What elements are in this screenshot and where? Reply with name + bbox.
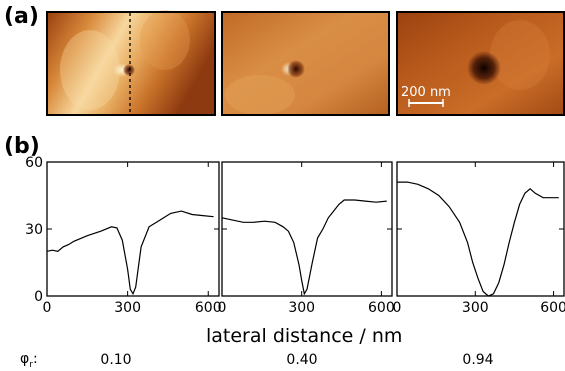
profile-plot-3: 0 300 600 xyxy=(393,161,565,316)
profile-plot-2: 0 300 600 xyxy=(218,161,395,316)
scale-bar xyxy=(408,99,444,107)
x-tick-label: 0 xyxy=(393,300,402,316)
x-axis-label: lateral distance / nm xyxy=(206,325,403,347)
y-tick-label: 30 xyxy=(25,222,43,238)
phi-value-3: 0.94 xyxy=(462,352,494,368)
afm-image-3 xyxy=(396,11,565,116)
x-tick-label: 600 xyxy=(540,300,565,316)
x-tick-label: 0 xyxy=(218,300,227,316)
profile-line xyxy=(397,181,559,297)
profile-line xyxy=(46,210,214,296)
x-tick-label: 0 xyxy=(43,300,52,316)
panel-label-a: (a) xyxy=(4,4,39,29)
plot-frame xyxy=(46,161,220,297)
plot-frame xyxy=(221,161,393,297)
profile-line xyxy=(221,199,387,296)
phi-r-label: φr: xyxy=(20,351,38,370)
x-tick-label: 300 xyxy=(114,300,141,316)
phi-value-2: 0.40 xyxy=(286,352,318,368)
x-tick-label: 600 xyxy=(195,300,222,316)
x-tick-label: 300 xyxy=(288,300,315,316)
scale-bar-label: 200 nm xyxy=(401,85,451,100)
afm-image-2 xyxy=(221,11,390,116)
profile-plot-1: 0 300 600 0 30 60 xyxy=(25,155,221,316)
plot-frame xyxy=(396,161,565,297)
x-tick-label: 300 xyxy=(462,300,489,316)
phi-value-1: 0.10 xyxy=(100,352,132,368)
x-tick-label: 600 xyxy=(368,300,395,316)
afm-image-1 xyxy=(46,10,216,116)
y-tick-label: 0 xyxy=(34,289,43,305)
y-tick-label: 60 xyxy=(25,155,43,171)
panel-label-b: (b) xyxy=(4,134,40,159)
